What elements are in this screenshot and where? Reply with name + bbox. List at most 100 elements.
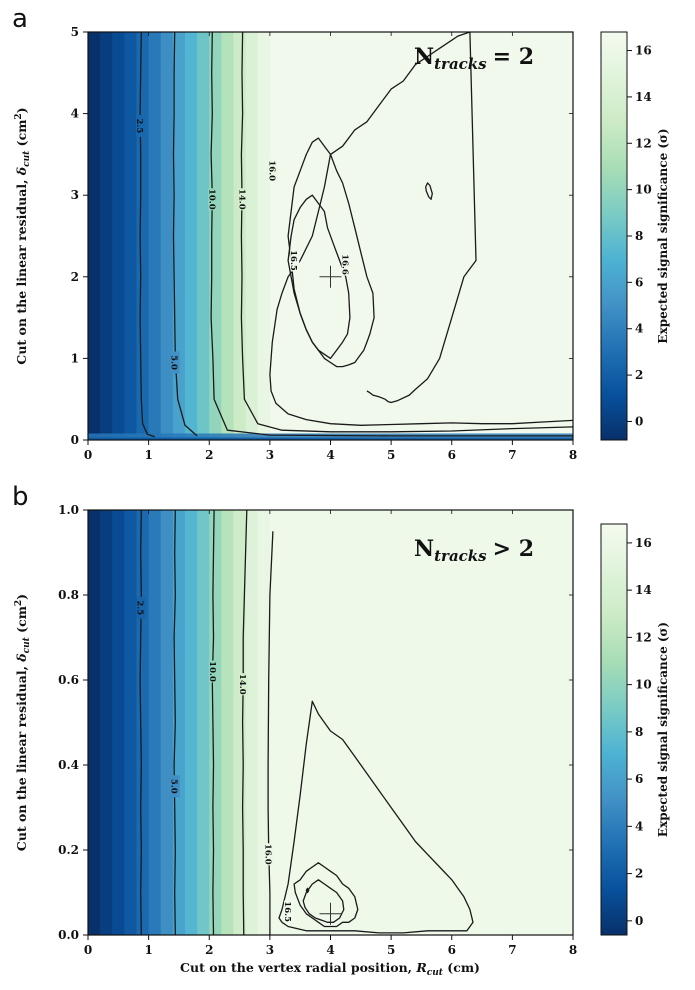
annotation-b: Ntracks > 2 — [414, 536, 534, 565]
contour-line-10-0 — [210, 32, 573, 437]
contour-label-group: 2.5 — [135, 596, 146, 619]
heat-column — [148, 32, 162, 440]
x-tick-label: 4 — [326, 448, 334, 462]
contour-label-bg — [170, 351, 180, 374]
axis-label-unit: (cm) — [443, 960, 480, 975]
heatmap-b — [88, 510, 574, 935]
colorbar-tick-label: 2 — [635, 867, 643, 881]
contours-b: 2.5 5.0 10.0 14.0 16.0 16.5 — [135, 510, 474, 935]
colorbar-label: Expected signal significance (σ) — [656, 622, 670, 837]
heat-column — [245, 510, 259, 935]
annotation-relation: = 2 — [493, 44, 534, 70]
heat-column — [257, 510, 271, 935]
contour-label-group: 10.0 — [206, 188, 218, 211]
contour-line-16-6 — [425, 182, 433, 200]
y-tick-label: 2 — [71, 270, 79, 284]
colorbar-tick-label: 6 — [635, 275, 643, 289]
colorbar-label: Expected signal significance (σ) — [656, 128, 670, 343]
colorbar-b: 0 2 4 6 8 10 12 14 16 Expected signal significanc… — [600, 523, 670, 936]
contour-label-bg — [264, 843, 274, 866]
contour-line-16-0 — [278, 700, 474, 934]
colorbar-bar — [600, 31, 628, 441]
colorbar-tick-label: 10 — [635, 678, 652, 692]
heat-column — [124, 32, 138, 440]
axis-label-var: R — [415, 960, 426, 975]
contour-line-16-0 — [267, 531, 274, 935]
colorbar-tick-label: 6 — [635, 772, 643, 786]
colorbar-tick-label: 8 — [635, 725, 643, 739]
heat-column — [100, 510, 113, 935]
x-tick-label: 2 — [205, 448, 213, 462]
y-axis-label-a: Cut on the linear residual, δcut (cm2) — [14, 107, 32, 364]
panel-letter-a: a — [12, 4, 28, 34]
contour-label: 16.0 — [263, 844, 273, 865]
annotation-relation: > 2 — [493, 536, 534, 562]
contour-label-group: 5.0 — [169, 351, 180, 374]
heat-column — [197, 32, 210, 440]
colorbar-tick-label: 14 — [635, 583, 652, 597]
x-tick-label: 5 — [387, 448, 395, 462]
y-tick-label: 0.4 — [58, 758, 79, 772]
y-tick-label: 0.6 — [58, 673, 79, 687]
axis-label-var: δ — [14, 167, 29, 176]
heat-column — [269, 510, 574, 935]
y-axis-label-b: Cut on the linear residual, δcut (cm2) — [14, 594, 32, 851]
contour-label-group: 14.0 — [237, 188, 248, 211]
heat-column — [136, 32, 150, 440]
contour-label-bg — [208, 660, 218, 683]
x-tick-label: 1 — [144, 448, 152, 462]
contour-line-16-6 — [305, 887, 310, 894]
axis-label-text: Cut on the vertex radial position, — [180, 960, 416, 975]
heat-column — [112, 32, 125, 440]
contour-label-group: 5.0 — [169, 775, 180, 798]
x-axis-label-b: Cut on the vertex radial position, Rcut … — [180, 960, 480, 978]
heat-column — [221, 32, 235, 440]
heat-column — [185, 510, 198, 935]
colorbar-tick-label: 10 — [635, 183, 652, 197]
colorbar-tick-label: 12 — [635, 136, 652, 150]
colorbar-tick-label: 4 — [635, 819, 643, 833]
contour-label: 14.0 — [237, 189, 247, 210]
heat-column — [112, 510, 125, 935]
heat-column — [257, 32, 271, 440]
x-tick-label: 1 — [144, 943, 152, 957]
x-tick-label: 8 — [569, 448, 577, 462]
y-tick-label: 3 — [71, 188, 79, 202]
heat-column — [197, 510, 210, 935]
contour-label: 5.0 — [169, 355, 179, 370]
heatmap-a — [88, 32, 574, 440]
contour-label-bg — [136, 596, 146, 619]
y-tick-label: 5 — [71, 25, 79, 39]
contour-label-bg — [284, 900, 294, 923]
annotation-base: N — [414, 44, 434, 70]
colorbar-bar — [600, 523, 628, 936]
heat-column — [221, 510, 235, 935]
x-axis-label-text: Cut on the vertex radial position, Rcut … — [180, 960, 480, 978]
heat-column — [88, 510, 101, 935]
axes-b: 0 1 2 3 4 5 6 7 8 0.0 0.2 0.4 0.6 0.8 1.0 — [58, 503, 577, 957]
y-tick-label: 0 — [71, 433, 79, 447]
contour-label: 2.5 — [135, 600, 145, 615]
x-tick-label: 8 — [569, 943, 577, 957]
contour-label-group: 16.5 — [282, 900, 294, 923]
heat-column — [160, 510, 174, 935]
contour-label-group: 16.0 — [263, 843, 274, 866]
panel-a: a 2.55.010.0 14.016.016.5 16.6 0 1 2 3 4 5 6 7 801… — [12, 4, 670, 462]
x-tick-label: 6 — [448, 448, 456, 462]
colorbar-tick-label: 0 — [635, 914, 643, 928]
contour-label-group: 14.0 — [237, 673, 249, 696]
contour-label: 16.5 — [282, 901, 292, 922]
contour-line-2-5 — [139, 510, 142, 935]
contour-label: 10.0 — [207, 661, 217, 682]
contour-label-group: 2.5 — [134, 114, 146, 137]
contour-line-16-5 — [293, 862, 359, 928]
heat-column — [148, 510, 162, 935]
x-tick-label: 5 — [387, 943, 395, 957]
axis-label-close: ) — [14, 107, 29, 113]
x-tick-label: 3 — [266, 943, 274, 957]
contour-label-bg — [341, 253, 351, 276]
contour-label-group: 16.6 — [340, 253, 351, 276]
heat-low-residual-band — [88, 437, 573, 440]
contour-line-2-5 — [139, 32, 155, 438]
